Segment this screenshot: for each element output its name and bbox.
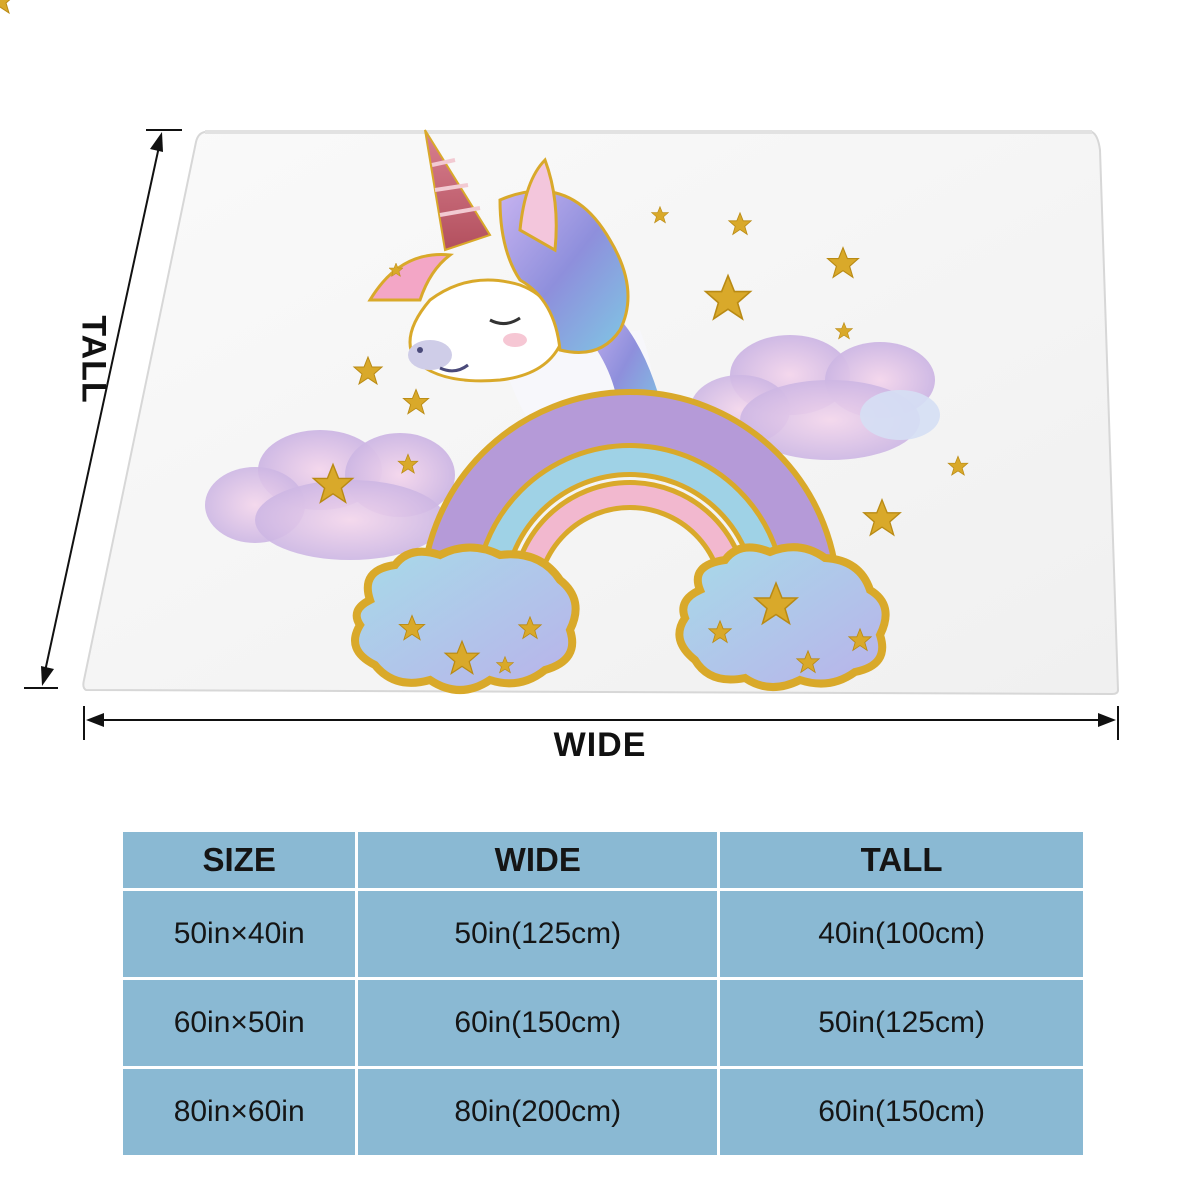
rainbow-icon	[419, 389, 841, 601]
cell-wide: 50in(125cm)	[358, 891, 718, 977]
cell-wide: 80in(200cm)	[358, 1069, 718, 1155]
header-wide: WIDE	[358, 832, 718, 888]
cloud-icon	[205, 430, 455, 560]
table-row: 50in×40in 50in(125cm) 40in(100cm)	[123, 891, 1083, 977]
wide-label: WIDE	[553, 726, 647, 764]
table-row: 60in×50in 60in(150cm) 50in(125cm)	[123, 980, 1083, 1066]
cell-size: 80in×60in	[123, 1069, 356, 1155]
cell-tall: 60in(150cm)	[720, 1069, 1083, 1155]
cell-tall: 40in(100cm)	[720, 891, 1083, 977]
cell-tall: 50in(125cm)	[720, 980, 1083, 1066]
cell-size: 60in×50in	[123, 980, 356, 1066]
tall-dimension-arrow	[24, 129, 182, 689]
tall-label: TALL	[74, 315, 113, 404]
wide-dimension-arrow	[83, 706, 1119, 740]
star-icon	[0, 0, 11, 15]
header-size: SIZE	[123, 832, 356, 888]
cell-size: 50in×40in	[123, 891, 356, 977]
cloud-icon	[351, 543, 580, 694]
table-row: 80in×60in 80in(200cm) 60in(150cm)	[123, 1069, 1083, 1155]
blanket-illustration	[0, 0, 1120, 740]
size-table: SIZE WIDE TALL 50in×40in 50in(125cm) 40i…	[120, 829, 1086, 1158]
table-header-row: SIZE WIDE TALL	[123, 832, 1083, 888]
cell-wide: 60in(150cm)	[358, 980, 718, 1066]
cloud-icon	[690, 335, 940, 460]
header-tall: TALL	[720, 832, 1083, 888]
